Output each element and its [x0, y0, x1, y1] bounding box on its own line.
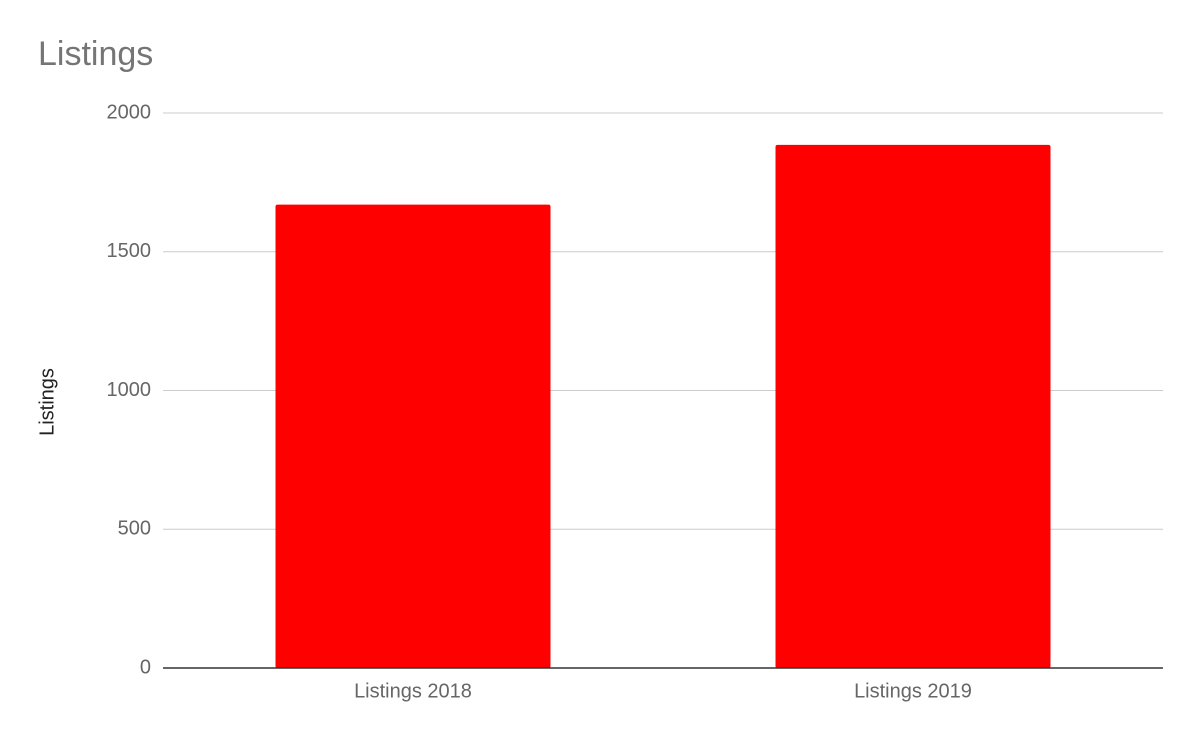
- bar: [275, 204, 551, 668]
- y-tick-label: 1000: [107, 379, 152, 401]
- y-tick-label: 500: [118, 518, 151, 540]
- y-tick-label: 1500: [107, 240, 152, 262]
- y-tick-label: 2000: [107, 101, 152, 123]
- bar: [775, 144, 1051, 669]
- y-tick-label: 0: [140, 656, 151, 678]
- chart-title: Listings: [38, 35, 153, 73]
- y-axis-title: Listings: [36, 368, 58, 436]
- x-tick-label: Listings 2018: [354, 680, 472, 702]
- x-tick-label: Listings 2019: [854, 680, 972, 702]
